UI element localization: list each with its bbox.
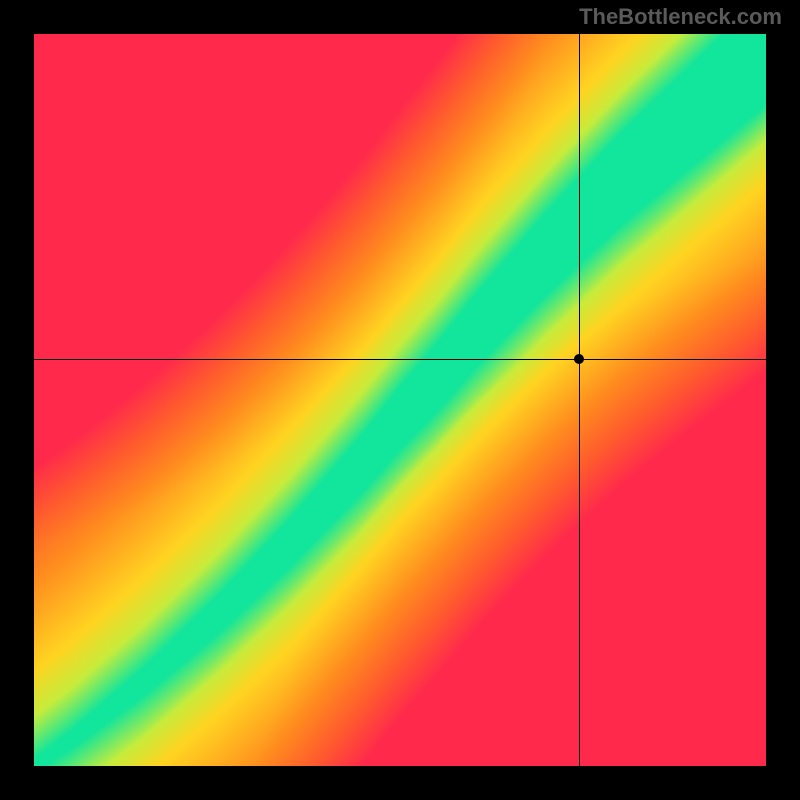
heatmap-canvas: [34, 34, 766, 766]
selected-point-marker: [574, 354, 584, 364]
watermark: TheBottleneck.com: [579, 4, 782, 30]
crosshair-vertical: [579, 34, 580, 766]
bottleneck-heatmap: [34, 34, 766, 766]
crosshair-horizontal: [34, 359, 766, 360]
